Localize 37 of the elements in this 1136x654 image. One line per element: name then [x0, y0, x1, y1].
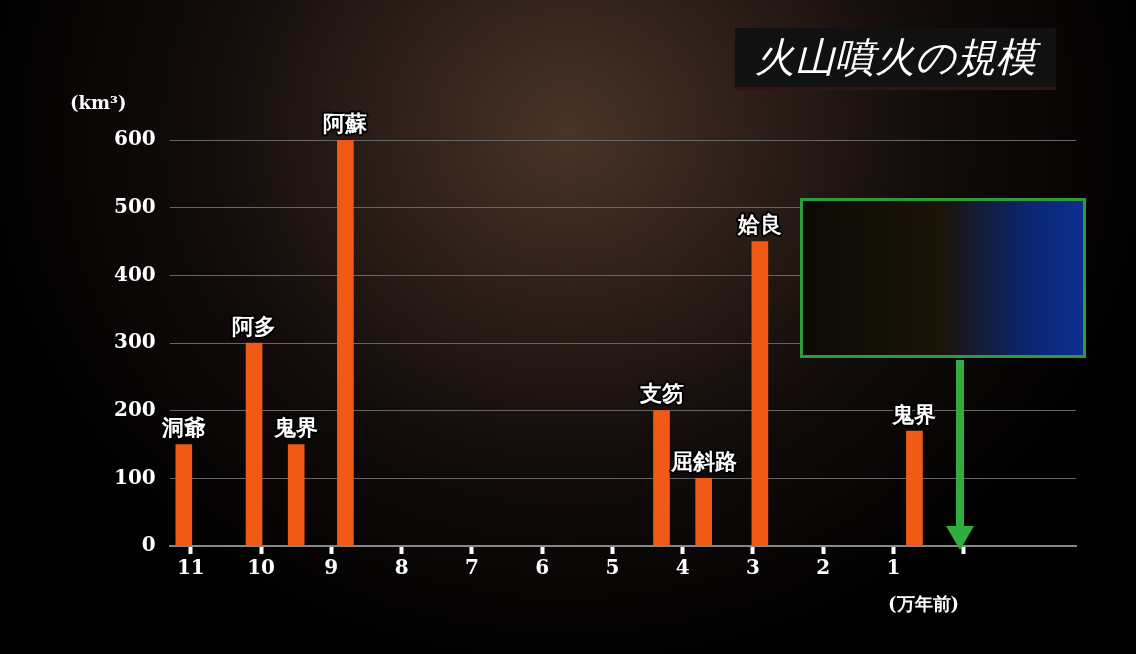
y-tick-label: 400: [114, 261, 156, 286]
bar: [245, 342, 263, 546]
annotation: 屈斜路: [669, 448, 737, 475]
bar: [906, 430, 923, 546]
annotation: 姶良: [736, 211, 782, 238]
annotation: 阿多: [232, 312, 277, 339]
bar: [695, 478, 712, 546]
x-tick-label: 7: [464, 555, 479, 580]
annotation: 阿蘇: [323, 109, 369, 136]
bar: [751, 241, 769, 546]
annotation: 鬼界: [273, 414, 319, 441]
x-tick-label: 9: [324, 555, 339, 580]
x-tick-label: 6: [535, 555, 550, 580]
x-tick-label: 11: [176, 555, 205, 580]
bar: [175, 444, 193, 546]
annotation: 鬼界: [891, 400, 937, 427]
y-tick-label: 100: [114, 464, 156, 489]
x-tick-label: 10: [247, 555, 275, 580]
x-tick-label: 4: [675, 555, 690, 580]
y-tick-label: 500: [114, 193, 156, 218]
y-axis-title: (km³): [70, 92, 127, 113]
y-tick-label: 600: [114, 126, 156, 151]
annotation: 支笏: [638, 380, 684, 407]
x-tick-label: 5: [605, 555, 620, 580]
bar: [653, 410, 670, 546]
bar: [337, 140, 354, 546]
chart-title: 火山噴火の規模: [735, 28, 1056, 90]
y-tick-label: 300: [114, 329, 156, 354]
x-axis-title: (万年前): [888, 592, 960, 616]
bar: [287, 444, 305, 546]
x-tick-label: 1: [886, 555, 901, 580]
y-tick-label: 200: [114, 396, 156, 421]
annotation: 洞爺: [160, 414, 206, 441]
x-tick-label: 8: [394, 555, 409, 580]
x-tick-label: 2: [816, 555, 831, 580]
x-tick-label: 3: [745, 555, 760, 580]
y-tick-label: 0: [141, 532, 156, 557]
